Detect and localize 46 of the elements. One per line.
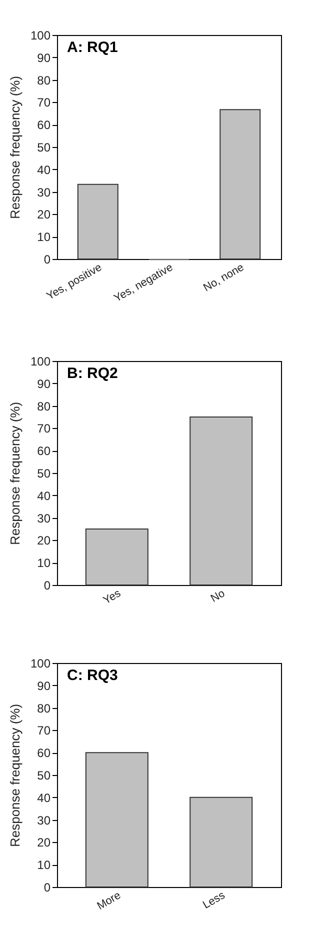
y-tick-label: 20 — [37, 534, 51, 548]
x-tick-label: Yes — [101, 587, 124, 607]
y-tick-label: 50 — [37, 140, 51, 154]
y-tick-label: 60 — [37, 118, 51, 132]
y-tick-label: 30 — [37, 813, 51, 828]
y-tick-label: 30 — [37, 511, 51, 526]
y-tick-label: 40 — [37, 488, 51, 503]
x-tick-label: No, none — [201, 262, 246, 294]
y-tick-label: 30 — [37, 185, 51, 200]
y-tick-label: 80 — [37, 399, 51, 414]
y-axis-title: Response frequency (%) — [7, 76, 22, 220]
y-tick-label: 0 — [44, 578, 51, 592]
y-tick-label: 20 — [37, 208, 51, 222]
y-tick-label: 50 — [37, 466, 51, 480]
x-tick-label: No — [208, 588, 228, 605]
y-tick-label: 100 — [30, 28, 51, 42]
y-tick-label: 0 — [44, 252, 51, 266]
y-tick-label: 100 — [30, 354, 51, 368]
bar — [77, 184, 118, 260]
y-tick-label: 90 — [37, 50, 51, 65]
y-tick-label: 20 — [37, 836, 51, 850]
y-tick-label: 90 — [37, 376, 51, 391]
y-tick-label: 90 — [37, 678, 51, 693]
y-tick-label: 100 — [30, 656, 51, 670]
y-tick-label: 10 — [37, 230, 51, 244]
y-tick-label: 80 — [37, 701, 51, 716]
chart-title: C: RQ3 — [67, 667, 118, 684]
y-tick-label: 10 — [37, 556, 51, 570]
chart-title: A: RQ1 — [67, 39, 118, 56]
y-tick-label: 60 — [37, 444, 51, 458]
y-tick-label: 0 — [44, 880, 51, 894]
chart-title: B: RQ2 — [67, 365, 118, 382]
y-tick-label: 70 — [37, 96, 51, 110]
y-tick-label: 80 — [37, 73, 51, 88]
y-tick-label: 70 — [37, 422, 51, 436]
y-axis-title: Response frequency (%) — [7, 704, 22, 848]
y-tick-label: 10 — [37, 858, 51, 872]
y-tick-label: 40 — [37, 162, 51, 177]
bar — [220, 109, 261, 260]
x-tick-label: Less — [200, 889, 228, 912]
y-tick-label: 50 — [37, 768, 51, 782]
y-tick-label: 40 — [37, 790, 51, 805]
y-axis-title: Response frequency (%) — [7, 402, 22, 546]
y-tick-label: 70 — [37, 724, 51, 738]
x-tick-label: More — [95, 890, 123, 912]
y-tick-label: 60 — [37, 746, 51, 760]
